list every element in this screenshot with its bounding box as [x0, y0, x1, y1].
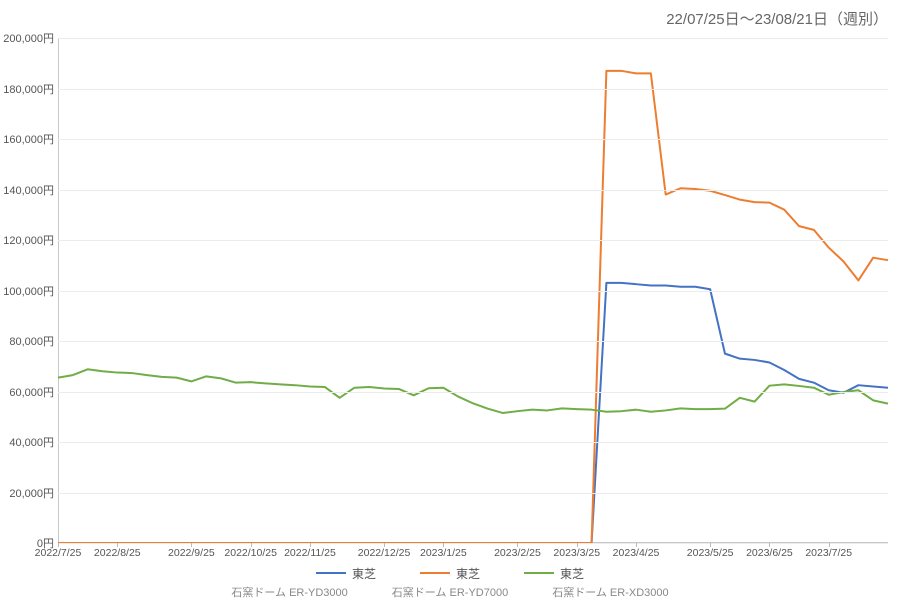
legend-label: 東芝	[352, 565, 376, 582]
y-tick-label: 100,000円	[3, 283, 58, 299]
y-gridline	[58, 139, 888, 140]
y-gridline	[58, 442, 888, 443]
y-gridline	[58, 89, 888, 90]
y-gridline	[58, 38, 888, 39]
y-gridline	[58, 240, 888, 241]
x-tick-label: 2022/12/25	[358, 543, 411, 559]
x-tick-label: 2023/7/25	[805, 543, 852, 559]
chart-plot-area: 0円20,000円40,000円60,000円80,000円100,000円12…	[58, 38, 888, 543]
y-gridline	[58, 291, 888, 292]
y-tick-label: 40,000円	[9, 434, 58, 450]
x-tick-label: 2022/9/25	[168, 543, 215, 559]
y-tick-label: 140,000円	[3, 182, 58, 198]
legend-item: 東芝	[524, 565, 584, 582]
y-tick-label: 160,000円	[3, 131, 58, 147]
y-gridline	[58, 190, 888, 191]
chart-legend: 東芝 東芝 東芝 石窯ドーム ER-YD3000 石窯ドーム ER-YD7000 石窯ド…	[0, 561, 900, 600]
x-tick-label: 2022/11/25	[284, 543, 336, 559]
chart-date-range-title: 22/07/25日～23/08/21日（週別）	[666, 8, 888, 29]
x-tick-label: 2023/2/25	[494, 543, 541, 559]
series-line	[58, 71, 888, 543]
y-tick-label: 80,000円	[9, 333, 58, 349]
y-gridline	[58, 392, 888, 393]
legend-label: 東芝	[560, 565, 584, 582]
y-tick-label: 20,000円	[9, 485, 58, 501]
legend-swatch	[420, 572, 450, 574]
y-tick-label: 120,000円	[3, 232, 58, 248]
legend-subitem: 石窯ドーム ER-XD3000	[552, 584, 668, 600]
x-tick-label: 2023/3/25	[553, 543, 600, 559]
legend-swatch	[524, 572, 554, 574]
x-tick-label: 2023/6/25	[746, 543, 793, 559]
legend-subitem: 石窯ドーム ER-YD7000	[392, 584, 508, 600]
legend-subitem: 石窯ドーム ER-YD3000	[231, 584, 347, 600]
y-tick-label: 180,000円	[3, 81, 58, 97]
x-tick-label: 2023/4/25	[613, 543, 660, 559]
y-gridline	[58, 341, 888, 342]
y-tick-label: 200,000円	[3, 30, 58, 46]
x-tick-label: 2023/1/25	[420, 543, 467, 559]
x-tick-label: 2023/5/25	[687, 543, 734, 559]
y-tick-label: 60,000円	[9, 384, 58, 400]
legend-item: 東芝	[316, 565, 376, 582]
legend-swatch	[316, 572, 346, 574]
x-tick-label: 2022/7/25	[35, 543, 82, 559]
x-tick-label: 2022/10/25	[224, 543, 277, 559]
y-gridline	[58, 493, 888, 494]
x-tick-label: 2022/8/25	[94, 543, 141, 559]
legend-item: 東芝	[420, 565, 480, 582]
series-line	[58, 283, 888, 543]
legend-label: 東芝	[456, 565, 480, 582]
